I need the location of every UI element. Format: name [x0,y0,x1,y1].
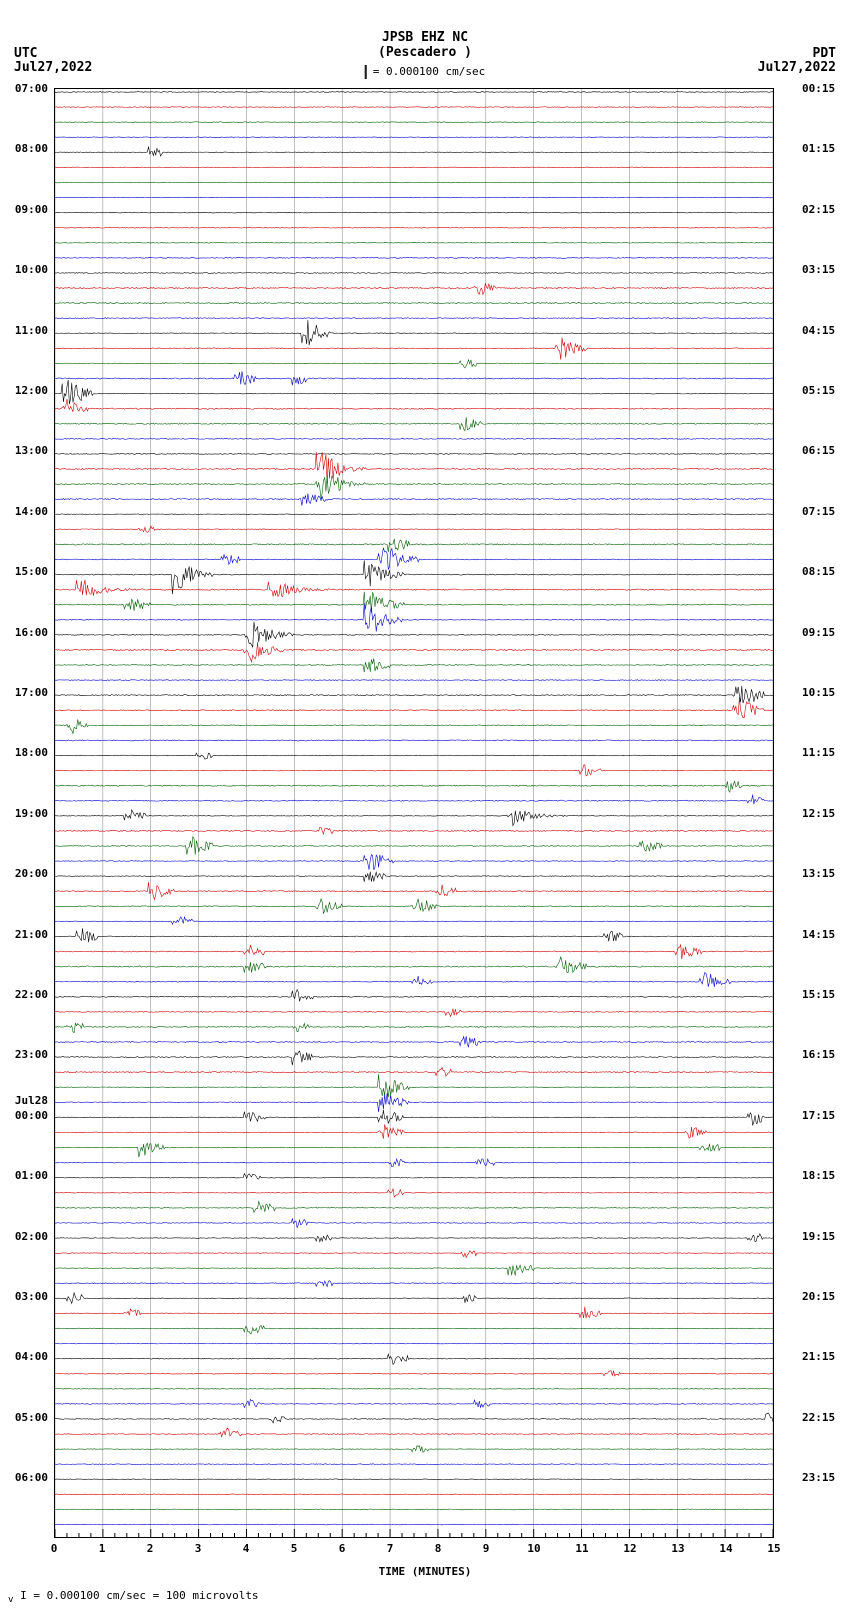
station-title: JPSB EHZ NC [0,30,850,45]
hour-label-left: 19:00 [0,807,52,820]
hour-label-left: 07:00 [0,82,52,95]
helicorder-plot [54,88,774,1538]
scale-reference: = 0.000100 cm/sec [365,65,486,79]
x-tick: 10 [527,1542,540,1555]
hour-label-right: 08:15 [798,565,850,578]
hour-label-left: 23:00 [0,1048,52,1061]
x-tick: 2 [147,1542,154,1555]
hour-label-left: 01:00 [0,1169,52,1182]
footer-text: = 0.000100 cm/sec = 100 microvolts [33,1589,258,1602]
footer-scale: v I = 0.000100 cm/sec = 100 microvolts [8,1589,259,1605]
hour-label-right: 12:15 [798,807,850,820]
x-tick: 12 [623,1542,636,1555]
x-tick: 4 [243,1542,250,1555]
hour-label-left: 02:00 [0,1230,52,1243]
hour-label-right: 09:15 [798,626,850,639]
x-tick: 14 [719,1542,732,1555]
hour-label-right: 16:15 [798,1048,850,1061]
hour-label-left: 10:00 [0,263,52,276]
hour-label-right: 10:15 [798,686,850,699]
hour-label-right: 06:15 [798,444,850,457]
hour-label-right: 14:15 [798,928,850,941]
hour-label-right: 13:15 [798,867,850,880]
hour-label-right: 07:15 [798,505,850,518]
hour-label-left: 11:00 [0,324,52,337]
x-axis: 0123456789101112131415 [54,1538,774,1563]
hour-label-right: 11:15 [798,746,850,759]
hour-label-left: 13:00 [0,444,52,457]
hour-label-right: 17:15 [798,1109,850,1122]
hour-label-right: 15:15 [798,988,850,1001]
hour-label-left: 03:00 [0,1290,52,1303]
hour-label-right: 18:15 [798,1169,850,1182]
hour-label-left: 05:00 [0,1411,52,1424]
date-right: Jul27,2022 [758,60,836,75]
header: JPSB EHZ NC (Pescadero ) [0,30,850,60]
hour-label-left: 12:00 [0,384,52,397]
x-tick: 6 [339,1542,346,1555]
hour-label-right: 23:15 [798,1471,850,1484]
hour-label-left: 16:00 [0,626,52,639]
scale-text: = 0.000100 cm/sec [373,65,486,78]
x-tick: 13 [671,1542,684,1555]
right-hour-labels: 00:1501:1502:1503:1504:1505:1506:1507:15… [798,88,850,1538]
hour-label-right: 03:15 [798,263,850,276]
hour-label-left: 14:00 [0,505,52,518]
x-tick: 15 [767,1542,780,1555]
hour-label-left: 06:00 [0,1471,52,1484]
timezone-left: UTC [14,46,37,61]
hour-label-right: 00:15 [798,82,850,95]
left-hour-labels: 07:0008:0009:0010:0011:0012:0013:0014:00… [0,88,52,1538]
x-tick: 8 [435,1542,442,1555]
hour-label-left: 00:00 [0,1109,52,1122]
hour-label-right: 04:15 [798,324,850,337]
hour-label-right: 21:15 [798,1350,850,1363]
x-tick: 0 [51,1542,58,1555]
x-axis-title: TIME (MINUTES) [0,1565,850,1578]
hour-label-right: 02:15 [798,203,850,216]
hour-label-left: 04:00 [0,1350,52,1363]
date-left: Jul27,2022 [14,60,92,75]
hour-label-left: 17:00 [0,686,52,699]
x-tick: 5 [291,1542,298,1555]
hour-label-left: 15:00 [0,565,52,578]
helicorder-container: JPSB EHZ NC (Pescadero ) = 0.000100 cm/s… [0,0,850,1613]
location-subtitle: (Pescadero ) [0,45,850,60]
hour-label-left: 09:00 [0,203,52,216]
x-tick: 7 [387,1542,394,1555]
x-tick: 3 [195,1542,202,1555]
x-tick: 1 [99,1542,106,1555]
hour-label-left: 22:00 [0,988,52,1001]
hour-label-left: 18:00 [0,746,52,759]
hour-label-left: 21:00 [0,928,52,941]
hour-label-right: 20:15 [798,1290,850,1303]
hour-label-left: 20:00 [0,867,52,880]
hour-label-right: 01:15 [798,142,850,155]
hour-label-right: 19:15 [798,1230,850,1243]
trace-svg [55,89,773,1537]
hour-label-left: Jul28 [0,1094,52,1107]
x-tick: 11 [575,1542,588,1555]
x-tick: 9 [483,1542,490,1555]
hour-label-left: 08:00 [0,142,52,155]
timezone-right: PDT [813,46,836,61]
hour-label-right: 22:15 [798,1411,850,1424]
hour-label-right: 05:15 [798,384,850,397]
